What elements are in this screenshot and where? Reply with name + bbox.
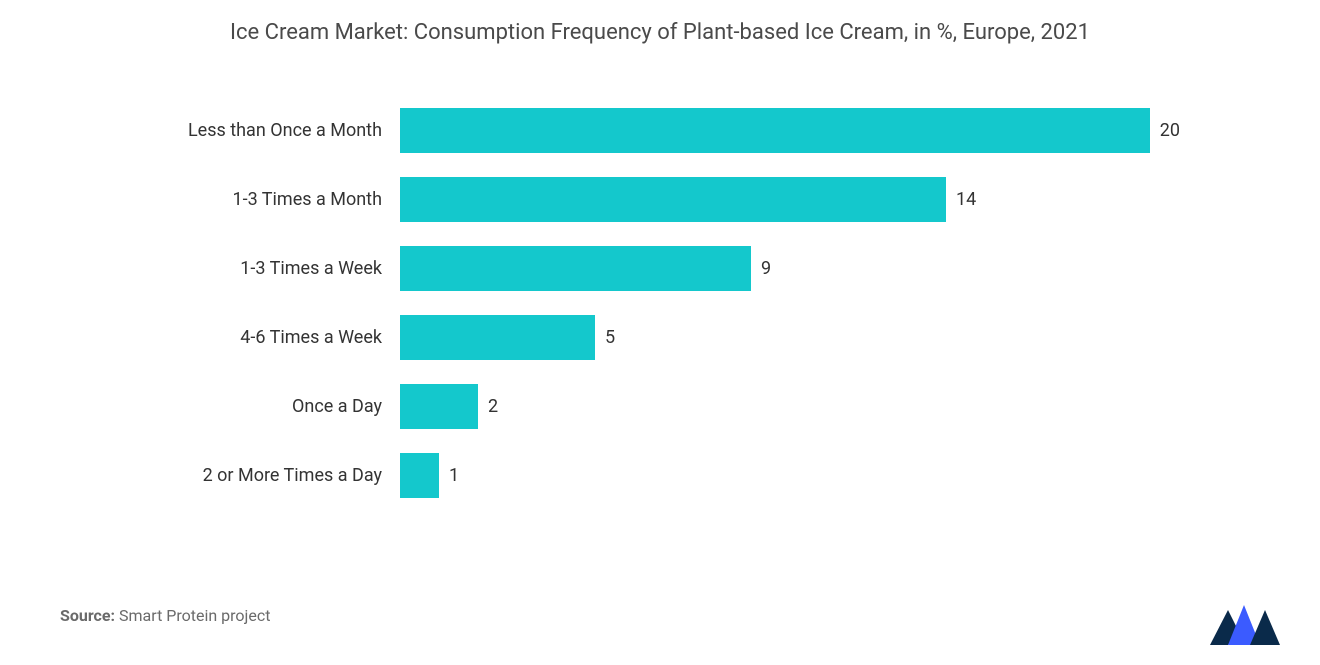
bar-wrap: 2: [400, 384, 1180, 429]
value-label: 20: [1160, 120, 1180, 141]
bar: [400, 384, 478, 429]
bar-wrap: 14: [400, 177, 1180, 222]
bar-wrap: 5: [400, 315, 1180, 360]
bar-chart: Less than Once a Month 20 1-3 Times a Mont…: [40, 108, 1280, 498]
chart-row: 4-6 Times a Week 5: [100, 315, 1180, 360]
bar: [400, 315, 595, 360]
category-label: Once a Day: [100, 396, 400, 417]
category-label: Less than Once a Month: [100, 120, 400, 141]
value-label: 14: [956, 189, 976, 210]
value-label: 2: [488, 396, 498, 417]
category-label: 1-3 Times a Month: [100, 189, 400, 210]
source-citation: Source: Smart Protein project: [60, 606, 270, 625]
bar-wrap: 9: [400, 246, 1180, 291]
chart-row: Less than Once a Month 20: [100, 108, 1180, 153]
category-label: 2 or More Times a Day: [100, 465, 400, 486]
chart-title: Ice Cream Market: Consumption Frequency …: [110, 18, 1210, 48]
chart-row: 2 or More Times a Day 1: [100, 453, 1180, 498]
value-label: 9: [761, 258, 771, 279]
bar: [400, 246, 751, 291]
value-label: 5: [605, 327, 615, 348]
brand-logo: [1210, 600, 1280, 645]
bar: [400, 177, 946, 222]
source-value: Smart Protein project: [119, 606, 270, 625]
bar-wrap: 1: [400, 453, 1180, 498]
bar: [400, 108, 1150, 153]
bar-wrap: 20: [400, 108, 1180, 153]
chart-row: 1-3 Times a Month 14: [100, 177, 1180, 222]
category-label: 4-6 Times a Week: [100, 327, 400, 348]
chart-row: 1-3 Times a Week 9: [100, 246, 1180, 291]
chart-container: Ice Cream Market: Consumption Frequency …: [0, 0, 1320, 665]
bar: [400, 453, 439, 498]
chart-row: Once a Day 2: [100, 384, 1180, 429]
category-label: 1-3 Times a Week: [100, 258, 400, 279]
value-label: 1: [449, 465, 459, 486]
source-label: Source:: [60, 606, 115, 625]
